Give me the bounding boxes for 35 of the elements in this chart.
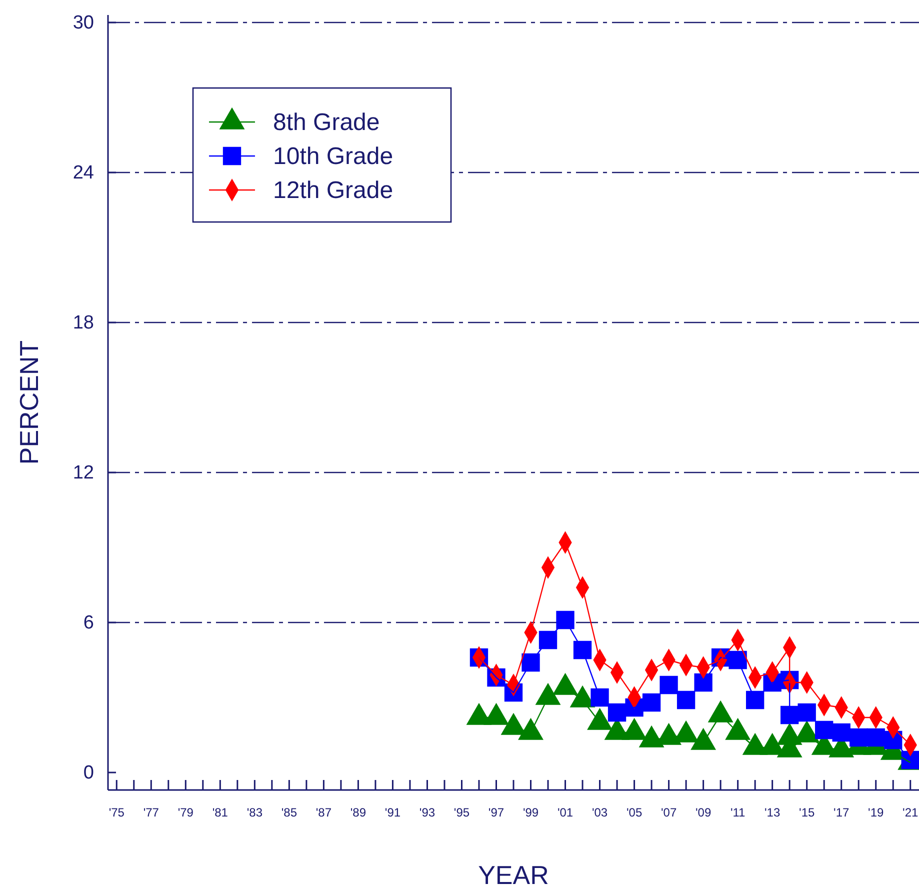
y-tick-label: 18 [72, 312, 94, 334]
x-tick-label: '05 [626, 806, 642, 820]
x-tick-label: '81 [212, 806, 228, 820]
x-tick-label: '21 [902, 806, 919, 820]
x-axis-title: YEAR [478, 860, 549, 889]
x-tick-label: '11 [730, 806, 746, 820]
x-tick-label: '97 [488, 806, 504, 820]
x-tick-label: '77 [143, 806, 160, 820]
x-tick-label: '09 [695, 806, 712, 820]
y-tick-label: 12 [72, 462, 94, 484]
legend-label: 8th Grade [273, 109, 380, 136]
x-tick-label: '87 [316, 806, 332, 820]
y-tick-label: 0 [83, 762, 94, 784]
x-tick-label: '99 [522, 806, 539, 820]
x-tick-label: '19 [868, 806, 884, 820]
x-tick-label: '83 [246, 806, 263, 820]
x-tick-label: '89 [350, 806, 366, 820]
x-tick-label: '85 [281, 806, 298, 820]
x-tick-label: '01 [557, 806, 574, 820]
x-tick-label: '79 [178, 806, 194, 820]
y-tick-label: 6 [83, 612, 94, 634]
x-tick-label: '95 [454, 806, 470, 820]
y-axis-title: PERCENT [14, 340, 44, 465]
x-tick-label: '15 [799, 806, 815, 820]
x-tick-label: '75 [108, 806, 125, 820]
legend-label: 10th Grade [273, 143, 394, 170]
x-tick-label: '91 [384, 806, 401, 820]
x-tick-label: '17 [834, 806, 850, 820]
y-tick-label: 30 [72, 12, 94, 34]
x-tick-label: '03 [592, 806, 608, 820]
y-tick-label: 24 [72, 162, 94, 184]
x-tick-label: '13 [764, 806, 780, 820]
x-tick-label: '93 [419, 806, 436, 820]
legend-label: 12th Grade [273, 177, 394, 204]
x-tick-label: '07 [660, 806, 677, 820]
